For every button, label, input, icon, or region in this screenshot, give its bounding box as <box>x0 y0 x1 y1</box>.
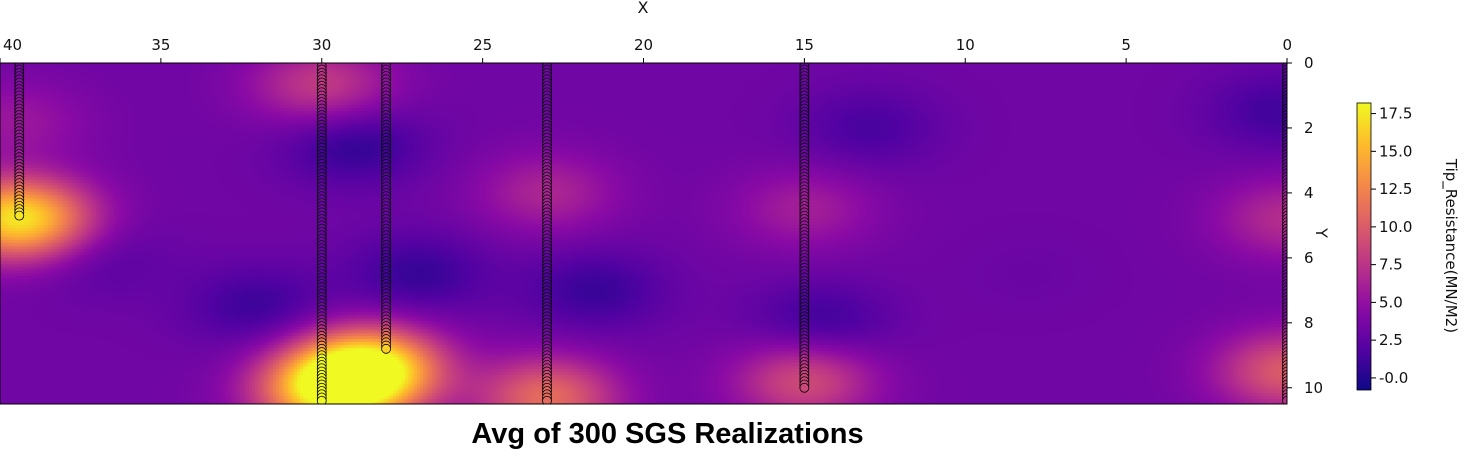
well-marker <box>799 382 810 393</box>
well-marker <box>1282 395 1287 404</box>
well-5 <box>799 63 810 393</box>
x-tick-label: 30 <box>312 36 331 54</box>
colorbar-tick-label: 12.5 <box>1379 180 1412 198</box>
well-1 <box>14 63 25 221</box>
x-tick-label: 0 <box>1282 36 1292 54</box>
x-tick-label: 5 <box>1121 36 1131 54</box>
colorbar-tick-label: 17.5 <box>1379 105 1412 123</box>
colorbar-label: Tip_Resistance(MN/M2) <box>1441 158 1460 333</box>
x-axis-label: X <box>638 0 649 17</box>
well-marker <box>381 343 392 354</box>
colorbar-tick-label: 2.5 <box>1379 331 1403 349</box>
heatmap-field <box>0 63 1287 404</box>
y-tick-label: 4 <box>1304 184 1314 202</box>
y-axis-label: Y <box>1312 227 1331 238</box>
colorbar-tick-label: 15.0 <box>1379 142 1412 160</box>
y-tick-label: 8 <box>1304 314 1314 332</box>
plot-area <box>0 63 1287 404</box>
figure-caption: Avg of 300 SGS Realizations <box>471 418 864 450</box>
well-4 <box>542 63 552 404</box>
x-axis-ticks: 40 35 30 25 20 15 10 5 0 <box>0 36 1292 63</box>
y-tick-label: 6 <box>1304 249 1314 267</box>
colorbar-ticks: -0.0 2.5 5.0 7.5 10.0 12.5 15.0 17.5 <box>1371 105 1412 387</box>
well-6 <box>1282 63 1287 404</box>
x-tick-label: 20 <box>634 36 653 54</box>
y-axis-ticks: 0 2 4 6 8 10 <box>1287 54 1323 397</box>
colorbar-tick-label: 10.0 <box>1379 218 1412 236</box>
well-marker <box>542 395 552 404</box>
x-tick-label: 15 <box>795 36 814 54</box>
x-tick-label: 25 <box>473 36 492 54</box>
colorbar-tick-label: 5.0 <box>1379 293 1403 311</box>
well-2 <box>316 63 327 404</box>
y-tick-label: 0 <box>1304 54 1314 72</box>
well-marker <box>14 210 25 221</box>
colorbar-tick-label: 7.5 <box>1379 256 1403 274</box>
y-tick-label: 10 <box>1304 379 1323 397</box>
well-marker <box>316 395 327 404</box>
colorbar-tick-label: -0.0 <box>1379 369 1408 387</box>
colorbar <box>1356 102 1372 391</box>
y-tick-label: 2 <box>1304 119 1314 137</box>
well-3 <box>381 63 392 354</box>
x-tick-label: 40 <box>3 36 22 54</box>
x-tick-label: 10 <box>956 36 975 54</box>
well-markers <box>14 63 1287 404</box>
x-tick-label: 35 <box>151 36 170 54</box>
